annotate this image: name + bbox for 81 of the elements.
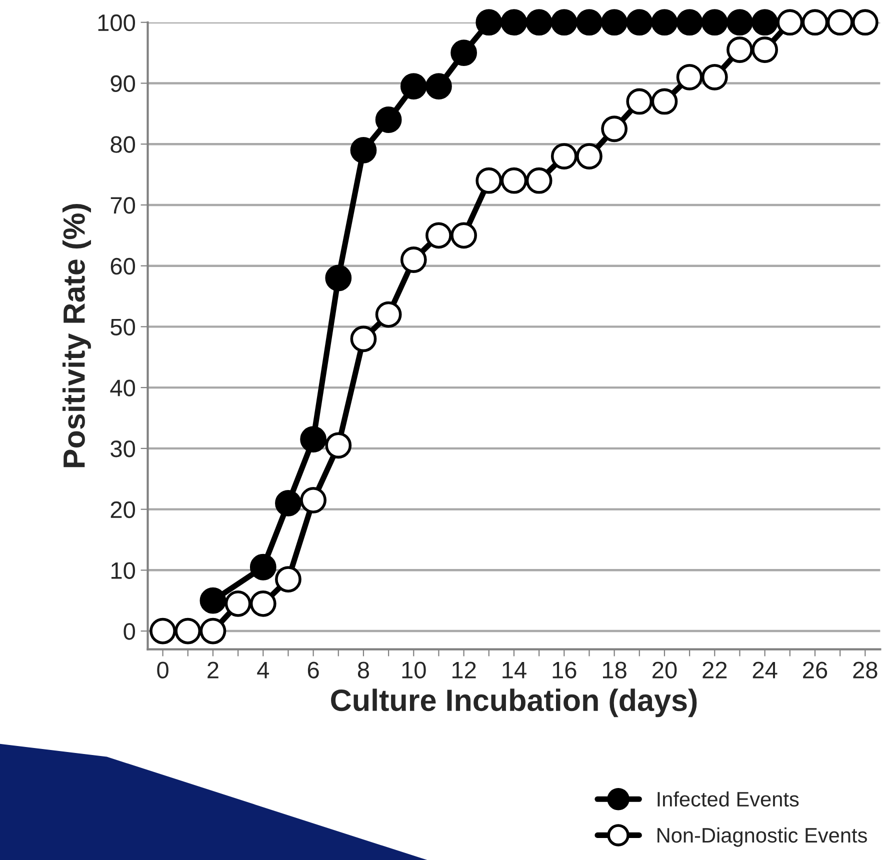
point xyxy=(150,618,176,644)
point xyxy=(224,590,252,617)
point xyxy=(375,301,402,328)
point xyxy=(275,490,302,516)
point xyxy=(601,116,628,142)
point xyxy=(250,554,276,580)
y-tick-label: 60 xyxy=(110,258,136,275)
point xyxy=(300,486,326,514)
point xyxy=(576,9,602,36)
point xyxy=(726,36,753,63)
point xyxy=(500,167,528,194)
y-tick-label: 20 xyxy=(110,501,136,518)
x-tick-label: 24 xyxy=(752,662,778,678)
y-tick-label: 30 xyxy=(110,440,136,458)
point xyxy=(476,9,502,36)
y-tick-label: 100 xyxy=(98,14,136,32)
point xyxy=(200,587,226,614)
y-tick-label: 0 xyxy=(124,623,136,640)
point xyxy=(676,64,703,90)
x-tick-label: 28 xyxy=(853,662,878,678)
point xyxy=(426,73,452,100)
y-axis-title: Positivity Rate (%) xyxy=(62,204,91,468)
x-tick-label: 26 xyxy=(803,662,828,678)
point xyxy=(476,167,502,194)
point xyxy=(701,64,728,90)
point xyxy=(350,326,377,352)
x-tick-label: 2 xyxy=(208,662,218,678)
point xyxy=(826,9,854,36)
legend-label: Infected Events xyxy=(658,791,799,807)
point xyxy=(576,143,602,170)
point xyxy=(450,222,477,249)
point xyxy=(601,9,628,36)
point xyxy=(626,88,653,115)
point xyxy=(200,618,226,644)
y-tick-label: 90 xyxy=(110,75,136,92)
point xyxy=(701,9,728,36)
x-tick-label: 12 xyxy=(452,662,476,678)
point xyxy=(550,143,578,170)
x-tick-label: 8 xyxy=(358,662,370,678)
point xyxy=(752,9,778,36)
point xyxy=(676,9,703,36)
x-tick-label: 16 xyxy=(552,662,576,678)
point xyxy=(400,246,427,273)
point xyxy=(350,136,377,164)
point xyxy=(250,590,276,617)
point xyxy=(325,432,352,459)
y-tick-label: 40 xyxy=(110,380,136,396)
point xyxy=(776,9,804,36)
point xyxy=(651,9,678,36)
point xyxy=(726,9,753,36)
point xyxy=(426,222,452,249)
x-tick-label: 10 xyxy=(402,662,426,678)
point xyxy=(526,9,552,36)
point xyxy=(450,40,477,66)
point xyxy=(400,73,427,100)
point xyxy=(526,167,552,194)
y-tick-label: 70 xyxy=(110,197,136,214)
point xyxy=(300,426,326,452)
point xyxy=(325,264,352,292)
point xyxy=(651,88,678,115)
point xyxy=(550,9,578,36)
x-axis-title: Culture Incubation (days) xyxy=(331,688,697,718)
legend-label: Non-Diagnostic Events xyxy=(658,827,867,847)
x-tick-label: 6 xyxy=(308,662,319,678)
point xyxy=(626,9,653,36)
point xyxy=(500,9,528,36)
y-tick-label: 50 xyxy=(110,318,136,336)
point xyxy=(375,106,402,133)
x-tick-label: 0 xyxy=(157,662,168,678)
point xyxy=(852,9,878,36)
x-tick-label: 14 xyxy=(502,662,526,678)
x-tick-label: 22 xyxy=(702,662,727,678)
x-tick-label: 4 xyxy=(257,662,270,678)
point xyxy=(174,618,202,644)
y-tick-label: 80 xyxy=(110,136,136,153)
x-tick-label: 18 xyxy=(602,662,626,678)
point xyxy=(752,36,778,63)
point xyxy=(802,9,828,36)
point xyxy=(275,566,302,592)
x-tick-label: 20 xyxy=(652,662,677,678)
y-tick-label: 10 xyxy=(111,562,136,579)
